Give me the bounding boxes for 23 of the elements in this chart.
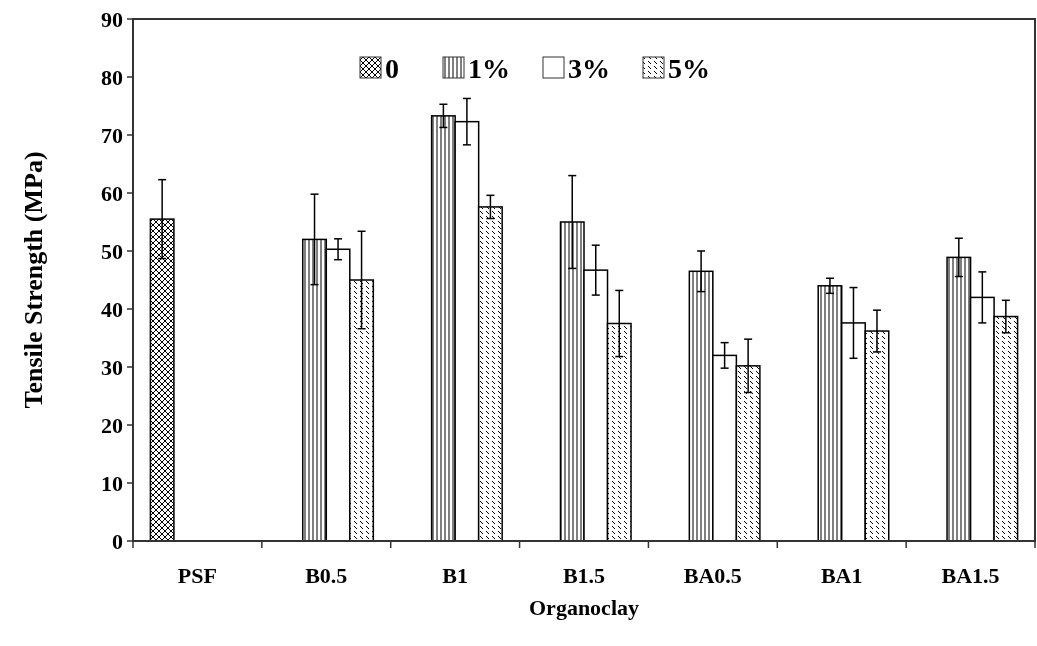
x-tick-label: BA1.5 <box>941 563 1000 588</box>
x-axis-title: Organoclay <box>529 595 639 620</box>
y-tick-label: 70 <box>101 122 123 148</box>
x-tick-label: BA1 <box>820 563 863 588</box>
y-tick-label: 90 <box>101 6 123 32</box>
y-tick-label: 0 <box>112 528 123 554</box>
y-tick-label: 50 <box>101 238 123 264</box>
y-tick-label: 10 <box>101 470 123 496</box>
y-tick-label: 30 <box>101 354 123 380</box>
y-axis-title: Tensile Strength (MPa) <box>19 151 48 409</box>
y-tick-label: 60 <box>101 180 123 206</box>
legend-label: 5% <box>668 52 710 84</box>
y-tick-label: 20 <box>101 412 123 438</box>
x-tick-label: B0.5 <box>305 563 348 588</box>
x-tick-label: PSF <box>177 563 217 588</box>
y-tick-label: 80 <box>101 64 123 90</box>
legend-label: 3% <box>568 52 610 84</box>
legend-label: 1% <box>468 52 510 84</box>
x-tick-label: B1 <box>442 563 468 588</box>
x-tick-label: B1.5 <box>562 563 606 588</box>
legend-label: 0 <box>385 52 399 84</box>
y-tick-label: 40 <box>101 296 123 322</box>
x-tick-label: BA0.5 <box>683 563 742 588</box>
